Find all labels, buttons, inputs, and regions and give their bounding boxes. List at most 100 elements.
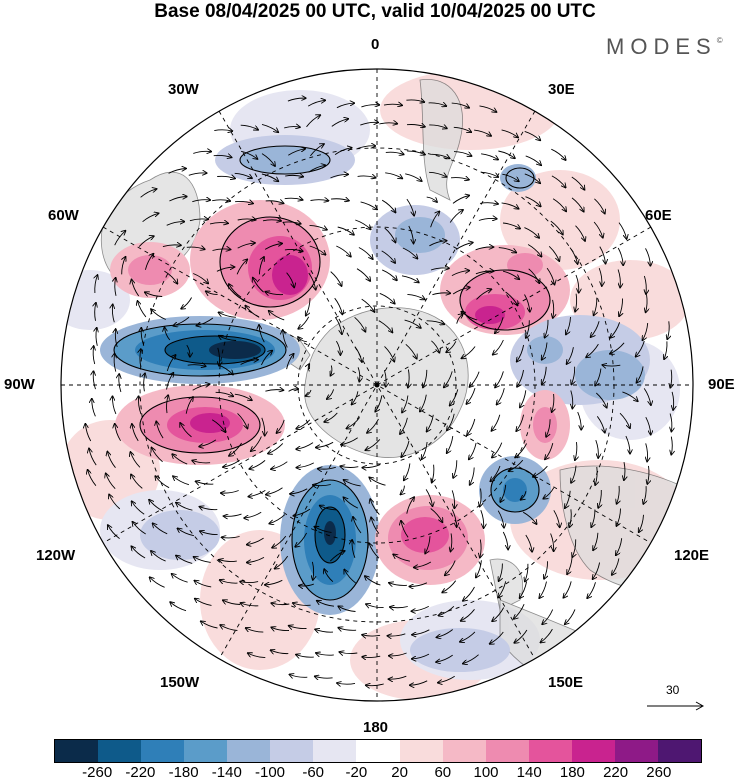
wind-vector (166, 355, 175, 372)
wind-vector (516, 414, 525, 431)
wind-vector (213, 155, 232, 157)
wind-vector (636, 340, 645, 357)
colorbar-tick-label: 20 (391, 764, 408, 781)
colorbar-tick-label: -260 (82, 764, 113, 781)
wind-vector (156, 421, 164, 439)
wind-vector (595, 368, 602, 386)
colorbar-tick-label: -140 (211, 764, 242, 781)
wind-vector (269, 514, 286, 524)
pos-anomaly-east-small (520, 390, 570, 460)
wind-vector (141, 328, 145, 346)
colorbar (54, 739, 702, 763)
wind-vector (551, 175, 566, 188)
wind-vector (526, 320, 530, 338)
wind-vector (306, 115, 321, 128)
wind-vector (347, 417, 361, 428)
wind-vector (451, 102, 469, 108)
wind-vector (151, 309, 166, 320)
wind-vector (462, 346, 476, 359)
wind-vector (543, 487, 555, 499)
wind-vector (336, 340, 340, 355)
wind-vector (265, 201, 284, 204)
wind-vector (241, 150, 257, 159)
wind-vector (324, 412, 338, 422)
wind-vector (381, 199, 395, 212)
wind-vector (467, 418, 476, 435)
wind-vector (533, 465, 548, 477)
wind-vector (406, 198, 414, 216)
wind-vector (112, 304, 114, 323)
colorbar-segment (313, 740, 357, 762)
wind-vector (643, 388, 651, 405)
wind-vector (192, 384, 210, 391)
colorbar-tick-label: 140 (516, 764, 542, 781)
wind-vector (645, 248, 651, 265)
wind-vector (149, 500, 164, 512)
wind-vector (132, 501, 145, 515)
wind-vector (664, 341, 667, 359)
wind-vector (290, 675, 308, 678)
wind-vector (95, 275, 98, 294)
wind-vector (387, 634, 406, 636)
wind-vector (463, 654, 479, 664)
wind-vector (453, 126, 471, 132)
wind-vector (187, 365, 206, 367)
wind-vector (314, 527, 332, 533)
wind-vector (240, 124, 258, 130)
wind-vector (384, 369, 386, 387)
wind-vector (639, 514, 644, 532)
wind-vector (407, 293, 424, 299)
wind-vector (595, 466, 597, 485)
wind-vector (144, 373, 145, 392)
wind-vector (214, 130, 232, 131)
wind-vector (341, 437, 358, 445)
lon-label-60w: 60W (48, 207, 79, 224)
wind-vector (524, 227, 539, 238)
wind-vector (401, 521, 409, 538)
wind-vector (522, 511, 536, 524)
neg-anomaly-north (215, 135, 355, 185)
wind-vector (251, 436, 262, 452)
wind-vector (527, 244, 541, 257)
wind-vector (593, 221, 603, 238)
wind-vector (478, 218, 497, 220)
wind-vector (220, 580, 238, 583)
wind-vector (286, 354, 294, 370)
wind-vector (115, 278, 116, 296)
wind-vector (352, 391, 359, 404)
wind-vector (138, 301, 147, 318)
wind-vector (211, 419, 225, 432)
wind-vector (622, 391, 637, 401)
wind-vector (495, 371, 504, 387)
wind-vector (619, 298, 622, 317)
neg-anomaly-east (510, 315, 650, 405)
wind-vector (284, 198, 303, 200)
wind-vector (498, 247, 516, 253)
wind-vector (553, 510, 560, 527)
wind-vector (610, 322, 621, 338)
wind-vector (453, 151, 472, 156)
wind-vector (334, 148, 352, 155)
wind-vector (261, 123, 278, 132)
wind-vector (475, 271, 494, 275)
wind-vector (299, 584, 314, 586)
wind-vector (572, 539, 575, 557)
colorbar-tick-label: 220 (603, 764, 629, 781)
wind-vector (240, 360, 258, 365)
wind-vector (289, 626, 307, 629)
wind-vector (290, 488, 308, 494)
wind-vector (264, 244, 282, 250)
wind-vector (567, 556, 573, 574)
wind-vector (298, 316, 310, 329)
wind-vector (155, 476, 170, 489)
wind-vector (497, 510, 504, 528)
wind-vector (186, 247, 205, 249)
wind-vector (288, 389, 299, 392)
wind-vector (442, 580, 457, 593)
wind-vector (490, 465, 501, 481)
wind-vector (88, 470, 97, 486)
wind-vector (460, 631, 476, 642)
wind-vector (480, 488, 481, 507)
wind-vector (563, 581, 572, 597)
colorbar-tick-label: -60 (302, 764, 325, 781)
